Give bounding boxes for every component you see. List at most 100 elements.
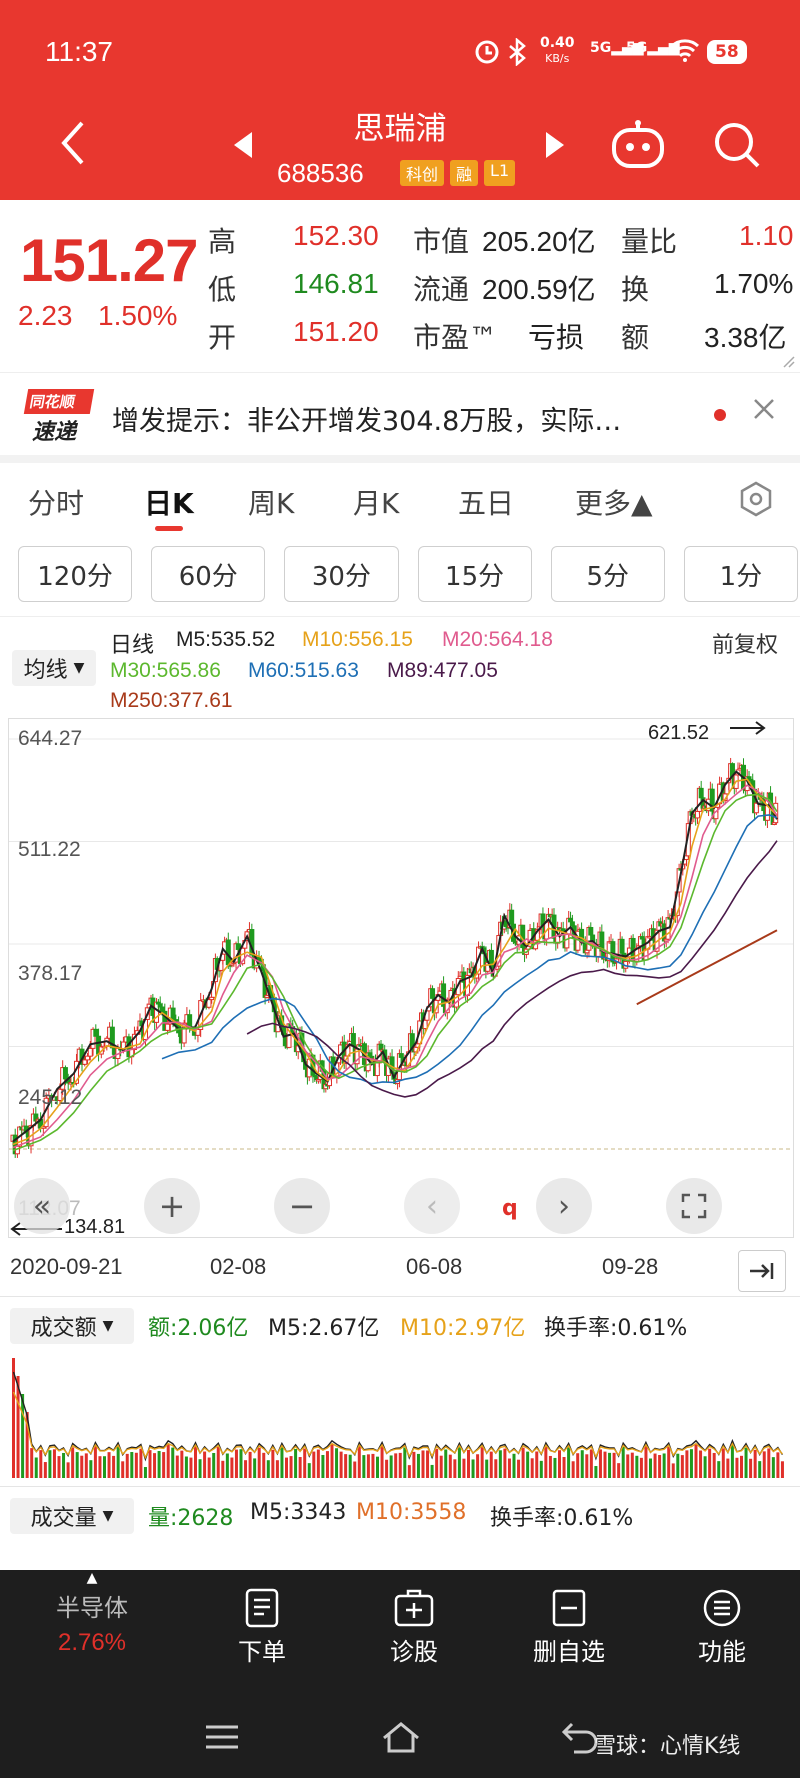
amount-bar [749,1458,753,1478]
candle [588,927,594,936]
system-back-button[interactable] [560,1720,600,1758]
tab-intraday[interactable]: 分时 [28,487,85,520]
zoom-in-button[interactable]: + [144,1178,200,1234]
scroll-left-fast-button[interactable]: « [14,1178,70,1234]
amount-bar [103,1456,106,1478]
search-button[interactable] [712,120,762,174]
kline-chart[interactable] [8,718,794,1238]
next-stock-button[interactable] [544,130,566,164]
diagnose-button[interactable]: 诊股 [374,1588,454,1667]
bluetooth-icon [506,37,528,70]
expand-corner-icon[interactable] [782,355,796,369]
ma-title: 日线 [110,632,155,657]
news-text: 增发提示：非公开增发304.8万股，实际… [112,406,622,437]
system-home-button[interactable] [380,1720,422,1758]
tag-margin: 融 [450,160,479,186]
unread-dot [714,409,726,421]
close-news-button[interactable] [752,397,776,425]
amount-bar [708,1448,712,1478]
interval-15min[interactable]: 15分 [417,546,532,602]
amount-bar [767,1448,771,1478]
stock-tags: 科创 融 L1 [400,160,516,186]
volume-turnover: 换手率:0.61% [490,1506,634,1531]
ma-line-2 [12,784,778,1149]
candle [131,1033,137,1051]
amount-bar [366,1454,370,1478]
interval-1min[interactable]: 1分 [683,546,799,602]
ma-line-4 [161,814,778,1085]
tab-five-day[interactable]: 五日 [458,487,515,520]
interval-30min[interactable]: 30分 [284,546,399,602]
fullscreen-icon [681,1193,707,1219]
system-menu-button[interactable] [204,1724,240,1754]
amount-bar [526,1451,530,1478]
tab-daily-k[interactable]: 日K [144,487,194,520]
tab-more[interactable]: 更多▲ [575,487,653,520]
ma-line-3 [12,793,778,1152]
step-left-button[interactable]: ‹ [404,1178,460,1234]
amount-bar [403,1447,407,1478]
amount-bar [143,1467,147,1478]
amount-bar [412,1451,416,1478]
sector-indicator[interactable]: ▲ 半导体 2.76% [40,1570,144,1657]
amount-bar [244,1460,248,1478]
amount-bar [98,1456,102,1478]
amount-bar [680,1455,684,1478]
amount-bar [234,1449,238,1478]
ma-selector[interactable]: 均线 ▼ [12,650,96,686]
back-button[interactable] [48,118,98,168]
min-price-label: 134.81 [64,1216,126,1238]
amount-bar [75,1452,79,1478]
interval-buttons: 120分 60分 30分 15分 5分 1分 [18,546,799,602]
order-button[interactable]: 下单 [222,1588,302,1667]
amount-bar [316,1449,320,1478]
volume-indicator-selector[interactable]: 成交量 ▼ [10,1498,134,1534]
zoom-out-button[interactable]: − [274,1178,330,1234]
interval-5min[interactable]: 5分 [550,546,665,602]
amount-indicator-selector[interactable]: 成交额 ▼ [10,1308,134,1344]
ma-line-0 [12,770,778,1143]
amount-bar [12,1358,15,1478]
amount-bar [130,1452,134,1478]
interval-60min[interactable]: 60分 [151,546,266,602]
amount-bar [353,1461,357,1478]
diagnose-kit-icon [394,1589,434,1627]
amount-bar [285,1457,288,1478]
interval-120min[interactable]: 120分 [18,546,133,602]
chart-settings-button[interactable] [737,480,775,522]
robot-assistant-button[interactable] [610,120,666,174]
menu-circle-icon [703,1589,741,1627]
ma-line-5 [246,840,778,1098]
amount-bar [649,1458,652,1478]
amount-bar [52,1449,56,1478]
amount-bar [717,1461,721,1478]
amount-bar [62,1452,66,1478]
step-right-button[interactable]: › [536,1178,592,1234]
amount-bar [535,1451,539,1478]
pe-value: 亏损 [528,322,585,353]
tab-monthly-k[interactable]: 月K [353,487,400,520]
amount-bar [521,1447,525,1478]
amount-bar [266,1460,270,1478]
x-tick-1: 2020-09-21 [10,1254,123,1279]
amount-bar [112,1455,116,1478]
amount-bar [471,1459,475,1478]
tag-level: L1 [484,160,516,186]
amount-bar [621,1446,625,1478]
jump-to-latest-button[interactable] [738,1250,786,1292]
functions-button[interactable]: 功能 [682,1588,762,1667]
amount-bar [171,1447,175,1478]
minus-icon: − [288,1187,316,1225]
amount-bar [544,1446,548,1478]
remove-watchlist-button[interactable]: 删自选 [524,1588,614,1667]
chevron-left-icon [61,121,84,165]
fullscreen-button[interactable] [666,1178,722,1234]
amount-bar [385,1459,389,1478]
prev-stock-button[interactable] [232,130,254,164]
tab-weekly-k[interactable]: 周K [248,487,295,520]
adjust-mode[interactable]: 前复权 [712,633,779,658]
divider [0,1296,800,1297]
amount-bar [303,1448,307,1478]
news-strip[interactable]: 同花顺 速递 增发提示：非公开增发304.8万股，实际… [0,372,800,463]
amount-bar [617,1463,621,1478]
